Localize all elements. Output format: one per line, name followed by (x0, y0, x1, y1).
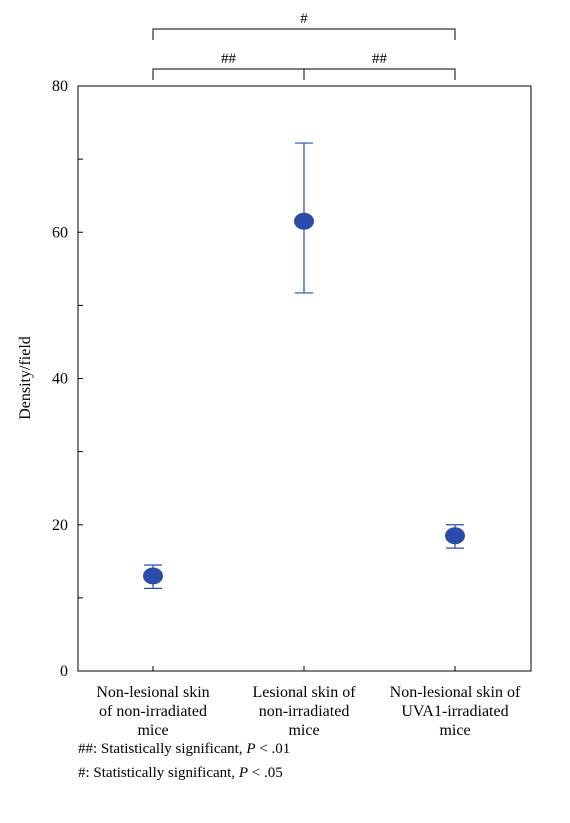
data-point (294, 212, 314, 230)
significance-bracket: # (152, 11, 456, 40)
significance-label: ## (221, 51, 237, 67)
x-tick-label: Non-lesional skin (96, 684, 209, 701)
footnote-text: : Statistically significant, (93, 741, 247, 757)
x-tick-label: Lesional skin of (252, 684, 356, 701)
significance-bracket: ## (152, 51, 305, 80)
y-tick-label: 20 (52, 517, 68, 534)
y-tick-label: 0 (60, 663, 68, 680)
data-point-group (294, 142, 314, 294)
bracket-line (303, 68, 456, 80)
footnote-rest: < .01 (255, 741, 291, 757)
data-point-group (445, 524, 465, 549)
footnote-1: ##: Statistically significant, P < .01 (78, 740, 290, 758)
data-point (143, 567, 163, 585)
x-tick-label: mice (288, 722, 319, 739)
y-tick-label: 80 (52, 78, 68, 95)
y-tick-label: 60 (52, 224, 68, 241)
footnote-rest: < .05 (247, 765, 283, 781)
significance-bracket: ## (303, 51, 456, 80)
x-tick-label: mice (137, 722, 168, 739)
data-point-group (143, 564, 163, 589)
y-axis: 0 20 40 60 80 (52, 78, 83, 680)
footnote-symbol: ## (78, 741, 93, 757)
footnote-p: P (238, 765, 248, 781)
y-tick-label: 40 (52, 371, 68, 388)
data-points (143, 142, 465, 589)
x-tick-label: UVA1-irradiated (401, 703, 508, 720)
y-axis-label: Density/field (17, 336, 34, 420)
bracket-line (152, 28, 456, 40)
significance-label: ## (372, 51, 388, 67)
footnote-text: : Statistically significant, (85, 765, 239, 781)
data-point (445, 527, 465, 545)
significance-brackets: ### ## (152, 11, 456, 80)
footnote-symbol: # (78, 765, 86, 781)
x-tick-label: Non-lesional skin of (390, 684, 521, 701)
x-tick-label: of non-irradiated (99, 703, 207, 720)
significance-label: # (300, 11, 308, 27)
bracket-line (152, 68, 305, 80)
footnote-p: P (246, 741, 256, 757)
x-tick-label: mice (439, 722, 470, 739)
x-axis: Non-lesional skin of non-irradiated mice Le… (96, 666, 521, 739)
footnote-2: #: Statistically significant, P < .05 (78, 764, 283, 782)
x-tick-label: non-irradiated (259, 703, 350, 720)
